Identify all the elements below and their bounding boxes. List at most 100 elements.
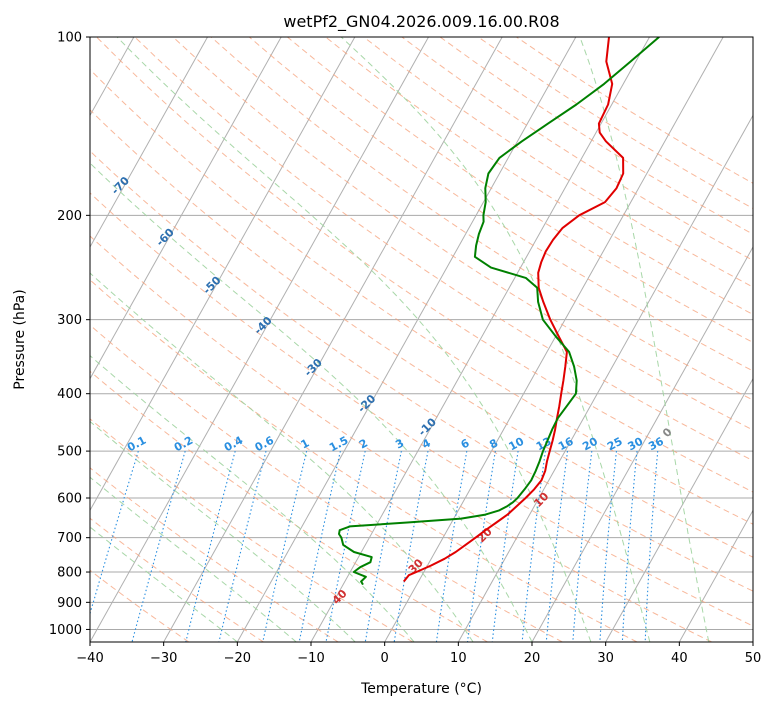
temperature-line	[403, 37, 625, 583]
dry-adiabat	[439, 37, 753, 235]
isotherm-line	[90, 37, 282, 380]
mixing-ratio-lines	[90, 450, 659, 642]
mixing-ratio-line	[621, 451, 638, 642]
dry-adiabat	[210, 37, 753, 401]
moist-adiabat	[90, 526, 238, 642]
x-tick-label: −40	[76, 651, 103, 666]
mixing-ratio-line	[364, 450, 402, 642]
moist-adiabat	[90, 272, 474, 642]
mixing-ratio-label: 4	[420, 436, 433, 451]
y-axis-ticks: 100 200 300 400 500 600 700 800 900 1000	[49, 31, 90, 638]
x-axis-ticks: −40 −30 −20 −10 0 10 20 30 40 50	[76, 642, 761, 666]
dry-adiabat	[248, 37, 753, 372]
mixing-ratio-line	[644, 451, 659, 642]
dry-adiabat	[287, 37, 753, 343]
mixing-ratio-label: 6	[459, 436, 472, 451]
mixing-ratio-line	[185, 450, 236, 642]
moist-adiabat	[90, 162, 533, 642]
x-tick-label: −10	[297, 651, 324, 666]
moist-adiabats	[90, 37, 710, 642]
moist-adiabat	[340, 37, 651, 642]
isotherm-line	[0, 37, 60, 642]
mixing-ratio-line	[545, 451, 569, 642]
mixing-ratio-label: 2	[357, 436, 370, 451]
isotherm-line	[457, 114, 753, 642]
mixing-ratio-label: 20	[580, 435, 600, 454]
isotherm-line	[678, 509, 753, 642]
dry-adiabat	[363, 37, 753, 288]
x-tick-label: 10	[450, 651, 467, 666]
y-tick-label: 1000	[49, 623, 82, 638]
plot-frame	[89, 36, 754, 643]
isotherm-line	[90, 37, 208, 249]
dry-adiabat	[325, 37, 753, 316]
mixing-ratio-line	[599, 451, 618, 642]
height-label: -90	[14, 80, 37, 103]
isotherm-line	[90, 37, 356, 512]
x-tick-label: 30	[597, 651, 614, 666]
isotherm-line	[236, 37, 577, 642]
dry-adiabats	[90, 37, 753, 642]
mixing-ratio-line	[572, 451, 593, 642]
moist-adiabat	[90, 476, 297, 642]
mixing-ratio-line	[393, 450, 429, 642]
isotherm-line	[531, 246, 753, 642]
y-tick-label: 300	[57, 313, 82, 328]
mixing-ratio-label: 30	[626, 435, 646, 454]
dry-adiabat	[90, 370, 488, 642]
isotherm-line	[90, 37, 429, 642]
moist-adiabat	[116, 37, 592, 642]
y-tick-label: 500	[57, 445, 82, 460]
dry-adiabat	[96, 37, 753, 493]
moist-adiabat	[579, 37, 710, 642]
x-tick-label: 20	[524, 651, 541, 666]
x-tick-label: 50	[745, 651, 762, 666]
mixing-ratio-label: 10	[507, 435, 527, 454]
dry-adiabat	[90, 467, 339, 642]
dry-adiabat	[90, 109, 753, 558]
plot-area: 0.10.20.40.611.52346810131620253036-100-…	[0, 37, 753, 642]
y-tick-label: 800	[57, 566, 82, 581]
dry-adiabat	[90, 150, 753, 592]
x-tick-label: 40	[671, 651, 688, 666]
mixing-ratio-label: 16	[556, 435, 576, 454]
x-tick-label: −30	[150, 651, 177, 666]
mixing-ratio-line	[218, 450, 267, 642]
dry-adiabat	[90, 418, 414, 642]
x-tick-label: 0	[381, 651, 389, 666]
pressure-grid	[90, 37, 753, 630]
x-tick-label: −20	[224, 651, 251, 666]
dry-adiabat	[90, 324, 563, 642]
isotherms	[0, 37, 753, 642]
mixing-ratio-label: 3	[393, 436, 406, 451]
x-axis-title: Temperature (°C)	[360, 681, 482, 697]
y-tick-label: 200	[57, 209, 82, 224]
sounding-series	[338, 37, 660, 586]
isotherm-line	[310, 37, 650, 642]
moist-adiabat	[90, 420, 356, 642]
y-tick-label: 700	[57, 531, 82, 546]
dry-adiabat	[90, 68, 753, 525]
moist-adiabat	[90, 354, 415, 642]
isotherm-line	[605, 377, 753, 642]
mixing-ratio-line	[262, 450, 308, 642]
mixing-ratio-label: 25	[605, 435, 625, 454]
height-label: -80	[61, 127, 84, 150]
isotherm-line	[163, 37, 503, 642]
y-tick-label: 100	[57, 31, 82, 46]
dry-adiabat	[172, 37, 753, 431]
mixing-ratio-line	[521, 451, 546, 642]
isotherm-line	[384, 37, 724, 642]
mixing-ratio-label: 36	[646, 435, 666, 454]
dry-adiabat	[134, 37, 753, 462]
mixing-ratio-line	[131, 450, 186, 642]
dry-adiabat	[90, 279, 638, 642]
km-label: 0	[660, 425, 675, 440]
y-tick-label: 600	[57, 492, 82, 507]
dry-adiabat	[90, 569, 190, 642]
mixing-ratio-line	[90, 450, 139, 616]
dewpoint-line	[338, 37, 660, 586]
dry-adiabat	[90, 235, 712, 642]
y-tick-label: 400	[57, 387, 82, 402]
